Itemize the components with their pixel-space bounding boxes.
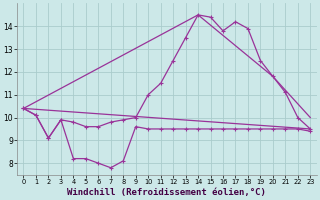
X-axis label: Windchill (Refroidissement éolien,°C): Windchill (Refroidissement éolien,°C): [68, 188, 266, 197]
